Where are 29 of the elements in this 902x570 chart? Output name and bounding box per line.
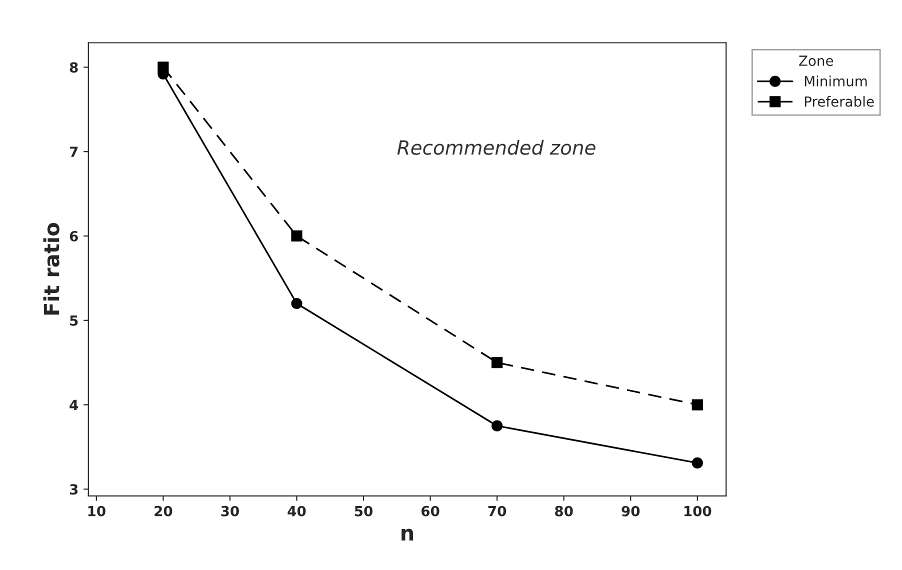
x-tick-label: 90 <box>622 506 640 516</box>
point <box>158 62 169 73</box>
y-tick-label: 6 <box>70 230 78 242</box>
y-axis-title: Fit ratio <box>43 223 60 315</box>
x-tick-label: 100 <box>684 506 712 516</box>
x-tick-label: 10 <box>88 506 106 516</box>
point <box>492 420 503 432</box>
point <box>492 357 503 368</box>
legend-label: Preferable <box>804 96 874 107</box>
legend-label: Minimum <box>804 76 867 86</box>
point <box>692 399 703 410</box>
y-tick-label: 8 <box>70 62 78 73</box>
legend-title: Zone <box>799 56 834 66</box>
x-axis-title: n <box>402 528 414 540</box>
y-tick-label: 3 <box>70 484 78 495</box>
x-tick-label: 80 <box>555 506 573 516</box>
y-tick-label: 4 <box>70 400 78 410</box>
x-tick-label: 70 <box>488 506 506 516</box>
y-tick-label: 7 <box>70 146 78 157</box>
x-tick-label: 40 <box>288 506 306 516</box>
point <box>291 230 302 242</box>
point <box>291 298 302 310</box>
x-tick-label: 20 <box>154 506 172 516</box>
x-tick-label: 30 <box>221 506 239 516</box>
x-tick-label: 50 <box>354 506 373 516</box>
y-tick-label: 5 <box>70 316 78 326</box>
annotation: Recommended zone <box>397 140 596 155</box>
x-tick-label: 60 <box>421 506 440 516</box>
point <box>692 457 703 469</box>
